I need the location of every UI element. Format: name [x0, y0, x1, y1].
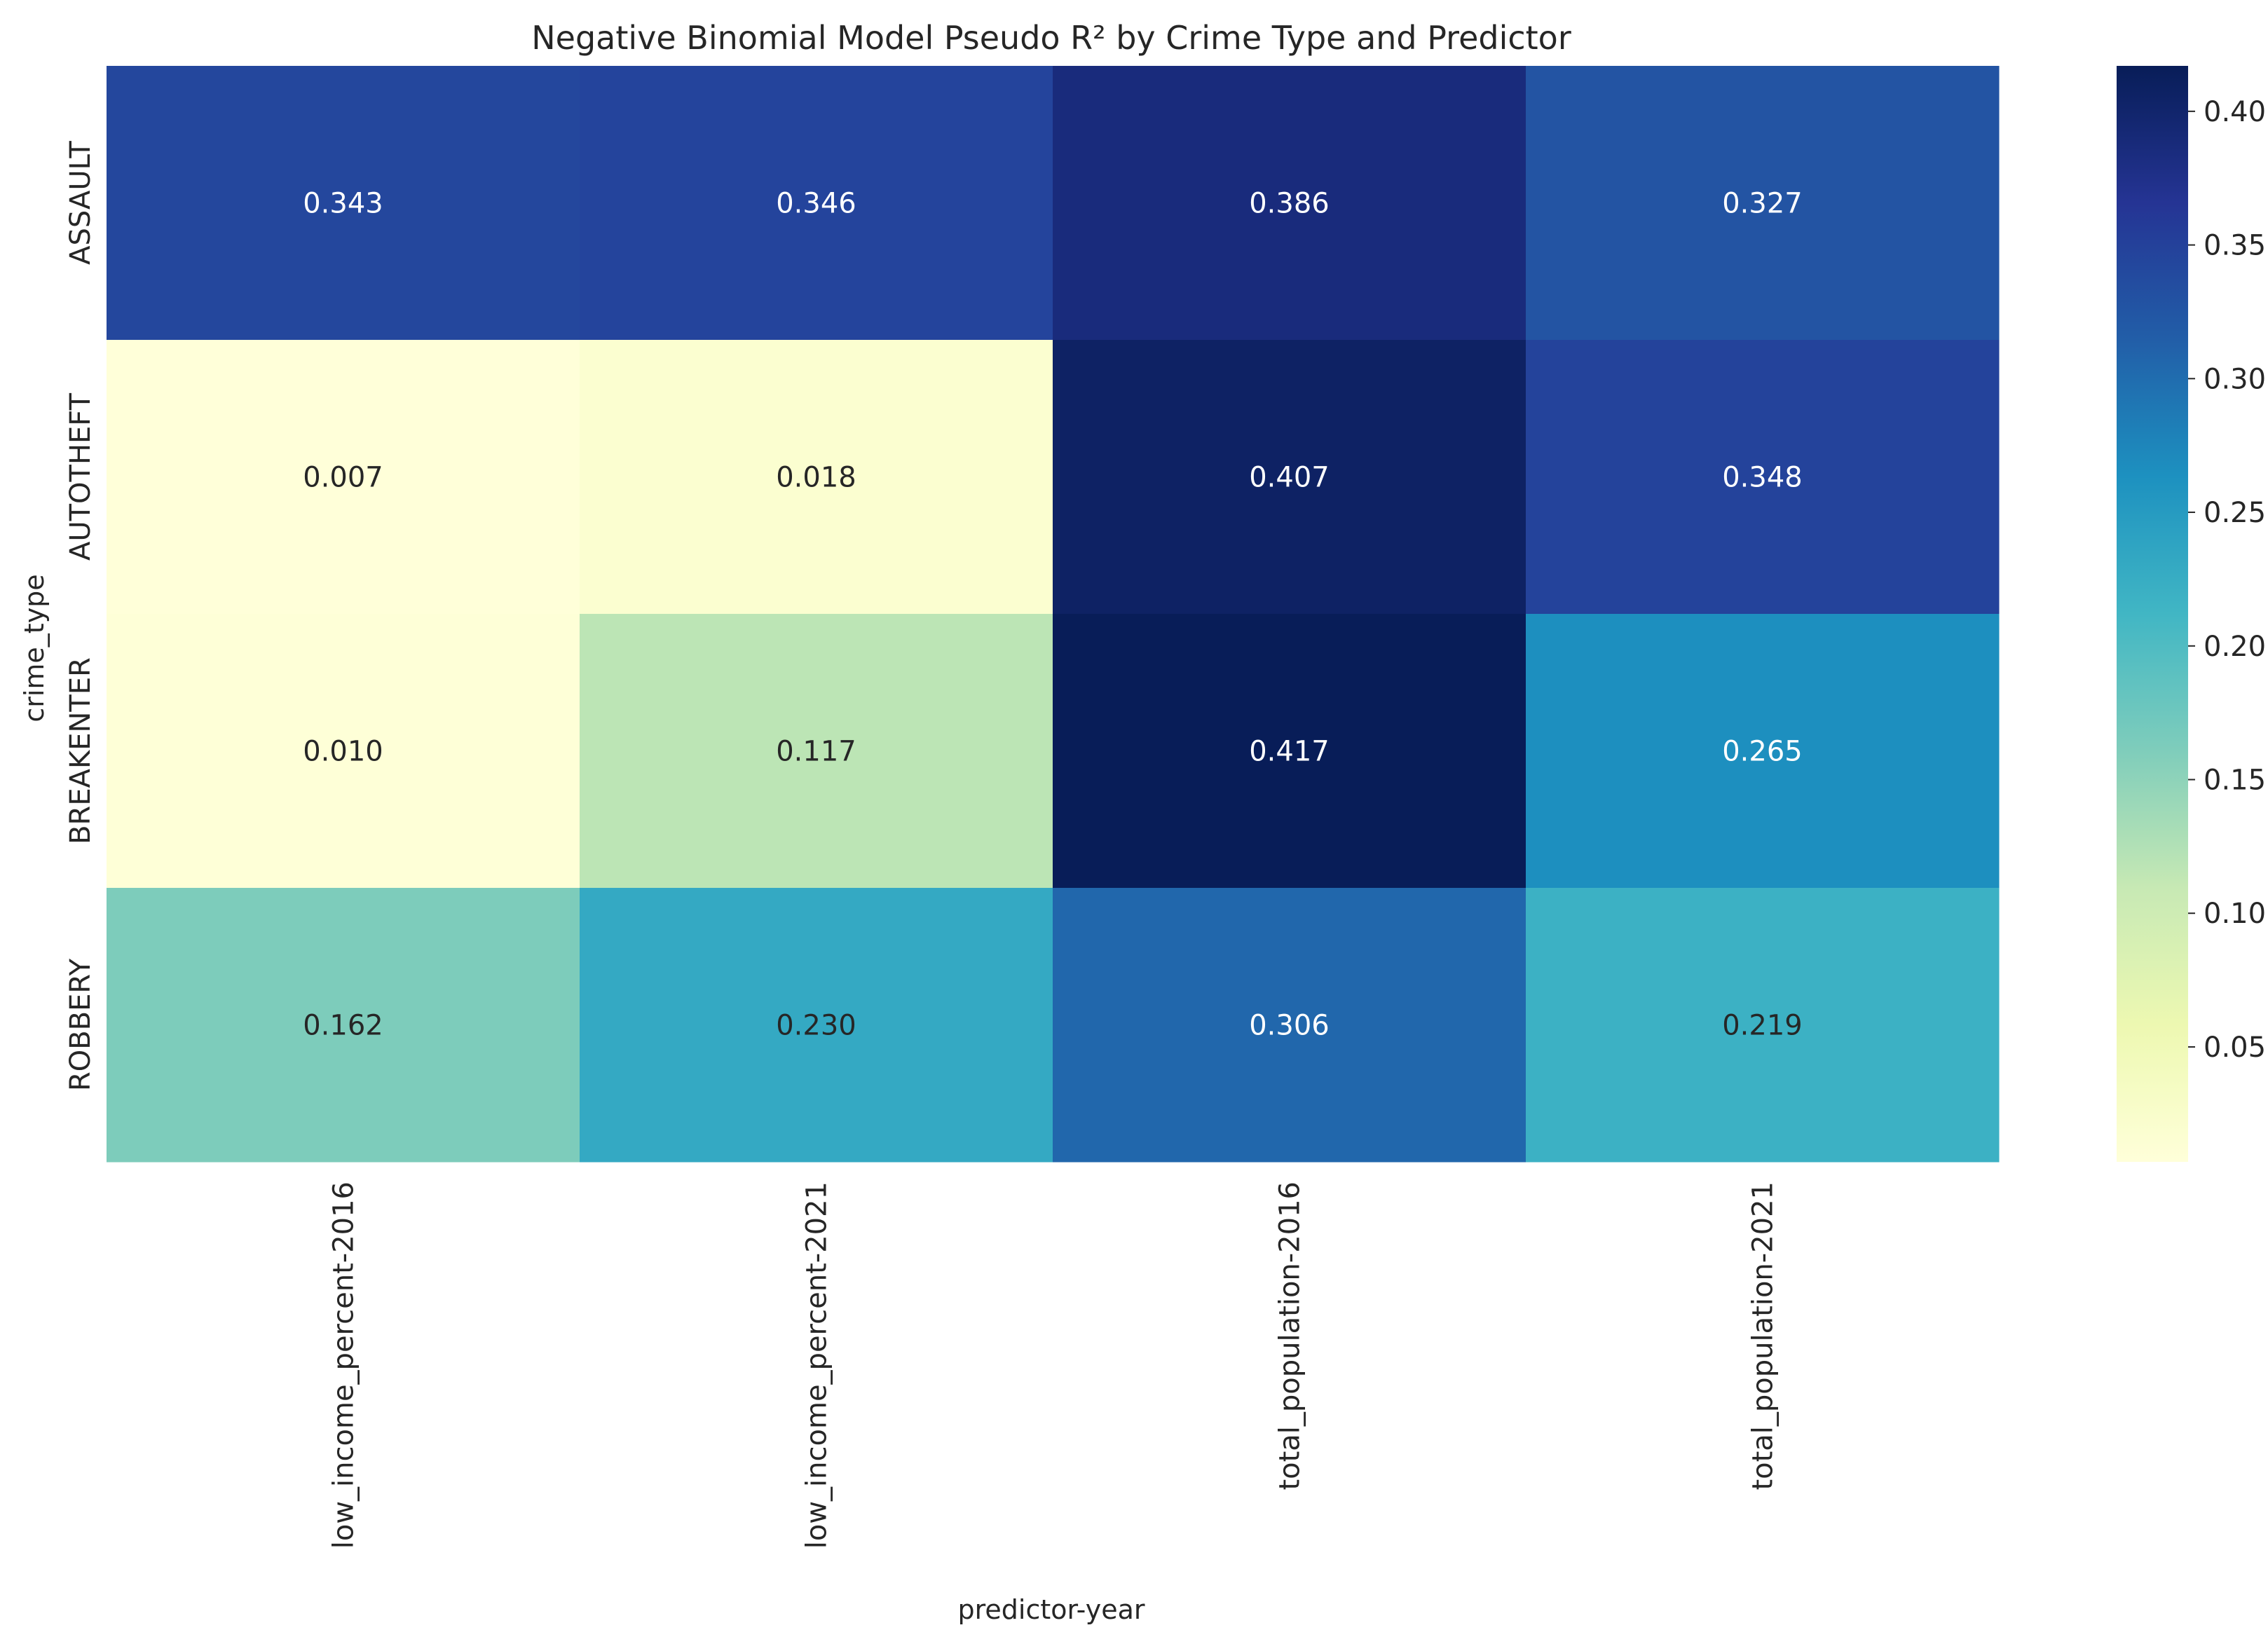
cell-value-label: 0.230 [776, 1010, 856, 1042]
heatmap-cell [107, 340, 580, 615]
cell-value-label: 0.407 [1249, 462, 1330, 494]
heatmap-cell [580, 66, 1053, 341]
heatmap-cell [1053, 614, 1526, 889]
cell-value-label: 0.386 [1249, 188, 1330, 220]
chart-title: Negative Binomial Model Pseudo R² by Cri… [531, 19, 1571, 57]
heatmap-cell [580, 340, 1053, 615]
row-tick-label: AUTOTHEFT [64, 392, 97, 561]
heatmap-cell [1053, 66, 1526, 341]
colorbar-tick-label: 0.30 [2204, 363, 2266, 395]
cell-value-label: 0.265 [1722, 736, 1803, 768]
heatmap-cell [107, 888, 580, 1163]
colorbar-tick-label: 0.20 [2204, 631, 2266, 663]
cell-value-label: 0.117 [776, 736, 856, 768]
heatmap-cell [1526, 340, 2000, 615]
colorbar-tick-labels: 0.05 0.10 0.15 0.20 0.25 0.30 0.35 0.40 [2188, 96, 2266, 1064]
heatmap-cell [1526, 888, 2000, 1163]
column-tick-label: total_population-2016 [1274, 1181, 1306, 1491]
row-tick-label: ASSAULT [64, 141, 97, 265]
y-axis-label: crime_type [19, 574, 50, 722]
heatmap-cell-labels: 0.343 0.346 0.386 0.327 0.007 0.018 0.407 0.348… [303, 188, 1803, 1042]
cell-value-label: 0.018 [776, 462, 856, 494]
colorbar [2117, 66, 2188, 1162]
heatmap-cell [1053, 888, 1526, 1163]
heatmap-cell [1053, 340, 1526, 615]
heatmap-cells [107, 66, 2000, 1163]
colorbar-tick-label: 0.25 [2204, 497, 2266, 529]
column-tick-labels: low_income_percent-2016 low_income_percen… [328, 1181, 1779, 1549]
row-tick-label: BREAKENTER [64, 657, 97, 844]
row-tick-label: ROBBERY [64, 958, 97, 1091]
colorbar-tick-label: 0.40 [2204, 96, 2266, 128]
cell-value-label: 0.348 [1722, 462, 1803, 494]
colorbar-tick-label: 0.05 [2204, 1032, 2266, 1064]
cell-value-label: 0.306 [1249, 1010, 1330, 1042]
column-tick-label: low_income_percent-2016 [328, 1181, 360, 1549]
heatmap-cell [580, 888, 1053, 1163]
x-axis-label: predictor-year [957, 1594, 1145, 1625]
cell-value-label: 0.007 [303, 462, 383, 494]
column-tick-label: low_income_percent-2021 [801, 1181, 833, 1549]
column-tick-label: total_population-2021 [1747, 1181, 1779, 1491]
cell-value-label: 0.417 [1249, 736, 1330, 768]
heatmap-cell [107, 66, 580, 341]
heatmap-cell [1526, 614, 2000, 889]
cell-value-label: 0.162 [303, 1010, 383, 1042]
row-tick-labels: ASSAULT AUTOTHEFT BREAKENTER ROBBERY [64, 141, 97, 1091]
colorbar-tick-label: 0.15 [2204, 765, 2266, 797]
cell-value-label: 0.010 [303, 736, 383, 768]
colorbar-tick-label: 0.10 [2204, 898, 2266, 930]
cell-value-label: 0.327 [1722, 188, 1803, 220]
colorbar-tick-label: 0.35 [2204, 230, 2266, 262]
heatmap-cell [107, 614, 580, 889]
heatmap-cell [580, 614, 1053, 889]
cell-value-label: 0.219 [1722, 1010, 1803, 1042]
cell-value-label: 0.343 [303, 188, 383, 220]
heatmap-cell [1526, 66, 2000, 341]
cell-value-label: 0.346 [776, 188, 856, 220]
